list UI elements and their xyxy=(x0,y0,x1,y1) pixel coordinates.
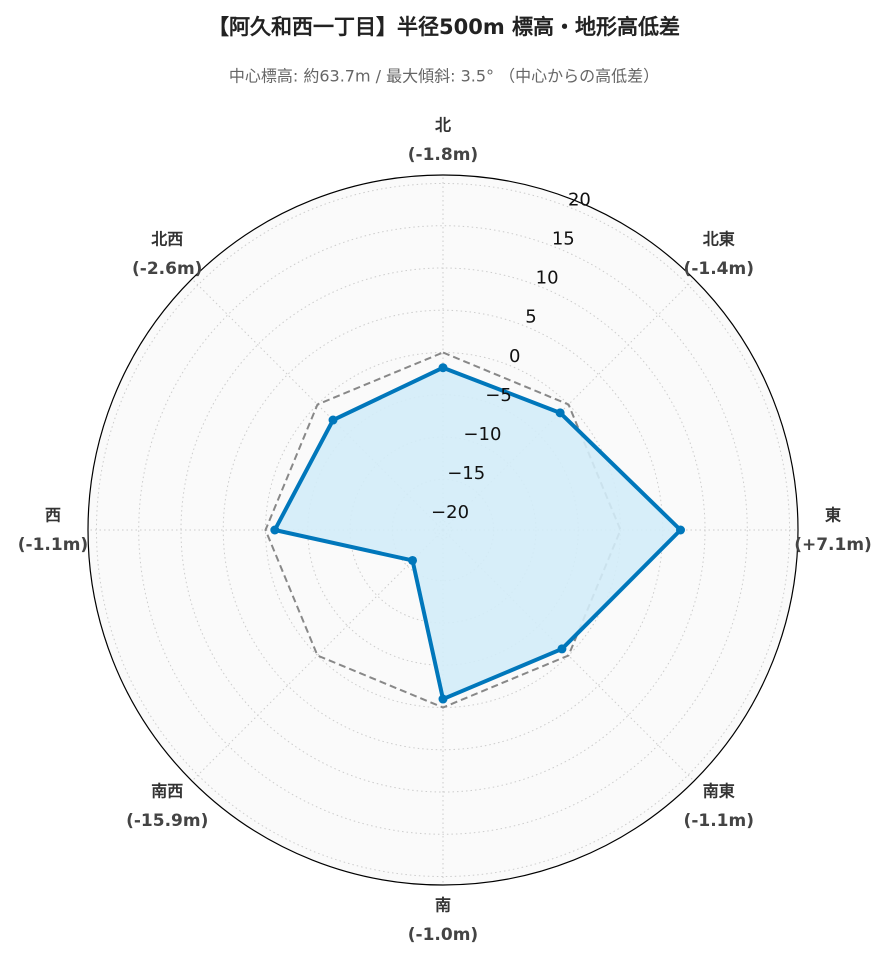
category-label: 北西 xyxy=(151,230,183,249)
r-tick-label: 5 xyxy=(525,307,536,328)
value-label: (-1.4m) xyxy=(684,259,754,279)
value-label: (-15.9m) xyxy=(126,811,208,831)
category-label: 南東 xyxy=(703,781,735,800)
r-tick-label: −20 xyxy=(431,502,469,523)
value-label: (+7.1m) xyxy=(794,535,872,555)
value-label: (-1.8m) xyxy=(408,145,478,165)
data-point xyxy=(555,408,565,418)
outer-circle xyxy=(87,174,799,886)
category-label: 西 xyxy=(45,506,61,525)
r-tick-label: −15 xyxy=(447,463,485,484)
value-label: (-1.1m) xyxy=(18,535,88,555)
category-label: 北東 xyxy=(703,230,735,249)
data-point xyxy=(438,694,448,704)
category-label: 南 xyxy=(435,896,451,915)
data-point xyxy=(270,525,280,535)
r-tick-label: 0 xyxy=(509,346,520,367)
value-label: (-1.0m) xyxy=(408,925,478,945)
r-tick-label: −5 xyxy=(485,385,512,406)
data-point xyxy=(676,525,686,535)
r-tick-label: 20 xyxy=(568,190,591,211)
r-tick-label: 10 xyxy=(536,268,559,289)
r-tick-label: 15 xyxy=(552,229,575,250)
value-label: (-1.1m) xyxy=(684,811,754,831)
value-label: (-2.6m) xyxy=(132,259,202,279)
grid-circle xyxy=(138,225,748,835)
category-label: 北 xyxy=(435,116,451,135)
data-point xyxy=(438,363,448,373)
data-point xyxy=(408,555,418,565)
category-label: 東 xyxy=(825,506,841,525)
r-tick-label: −10 xyxy=(463,424,501,445)
chart-subtitle: 中心標高: 約63.7m / 最大傾斜: 3.5° （中心からの高低差） xyxy=(229,67,659,86)
spoke xyxy=(191,529,444,782)
data-point xyxy=(557,644,567,654)
category-label: 南西 xyxy=(151,781,183,800)
chart-title: 【阿久和西一丁目】半径500m 標高・地形高低差 xyxy=(208,15,680,39)
data-point xyxy=(328,415,338,425)
